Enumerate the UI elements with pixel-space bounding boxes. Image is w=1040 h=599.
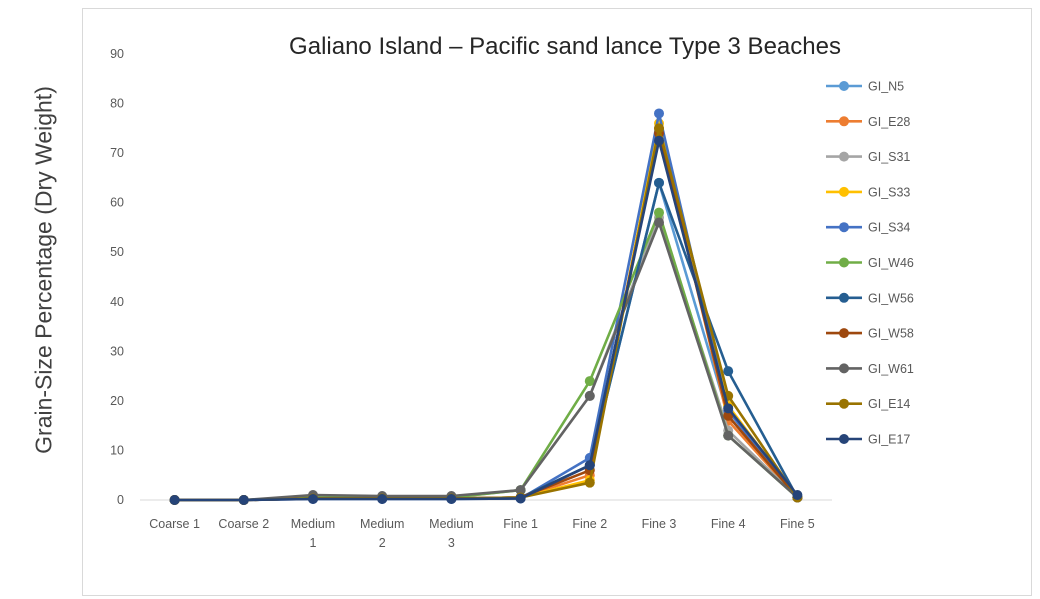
legend-marker [839, 81, 849, 91]
data-point [377, 494, 388, 505]
data-point [654, 217, 664, 228]
x-tick-label: Fine 4 [711, 517, 746, 531]
legend-marker [839, 292, 849, 303]
y-tick-label: 70 [110, 146, 124, 160]
legend-item[interactable]: GI_E17 [826, 433, 910, 447]
x-tick-label: Fine 1 [503, 517, 538, 531]
legend-item[interactable]: GI_N5 [826, 80, 904, 94]
y-tick-label: 40 [110, 295, 124, 309]
legend[interactable]: GI_N5 GI_E28 GI_S31 GI_S33 GI_S34 GI_W46 GI_W5… [826, 80, 914, 447]
data-point [308, 494, 318, 505]
data-point [723, 430, 734, 441]
x-tick-label: Fine 3 [642, 517, 677, 531]
legend-label: GI_S31 [868, 150, 910, 164]
y-tick-label: 0 [117, 493, 124, 507]
x-axis-ticks: Coarse 1 Coarse 2 Medium 1 Medium 2 Medium 3 Fin… [149, 517, 815, 550]
data-point [654, 177, 664, 188]
legend-label: GI_W58 [868, 327, 914, 341]
data-point [446, 494, 457, 505]
series-GI_W61 [169, 217, 803, 505]
series-GI_S34 [169, 108, 803, 505]
legend-marker [839, 434, 849, 444]
data-point [654, 207, 664, 218]
y-tick-label: 10 [110, 443, 124, 457]
series-line [174, 181, 799, 502]
legend-label: GI_S34 [868, 221, 910, 235]
legend-label: GI_E28 [868, 115, 910, 129]
legend-item[interactable]: GI_W56 [826, 291, 914, 305]
y-tick-label: 50 [110, 245, 124, 259]
y-tick-label: 90 [110, 47, 124, 61]
data-point [654, 135, 664, 146]
legend-marker [839, 116, 849, 127]
legend-item[interactable]: GI_E28 [826, 115, 910, 129]
legend-label: GI_W46 [868, 256, 914, 270]
legend-item[interactable]: GI_S34 [826, 221, 910, 235]
series-GI_W46 [169, 207, 803, 505]
series-lines [169, 108, 803, 505]
legend-item[interactable]: GI_W46 [826, 256, 914, 270]
series-GI_N5 [169, 177, 803, 505]
data-point [584, 477, 595, 488]
legend-marker [839, 363, 849, 374]
x-tick-label: Fine 5 [780, 517, 815, 531]
x-tick-label: Medium 1 [291, 517, 335, 550]
data-point [515, 485, 526, 496]
y-tick-label: 20 [110, 394, 124, 408]
legend-label: GI_N5 [868, 80, 904, 94]
data-point [515, 493, 526, 504]
legend-item[interactable]: GI_E14 [826, 397, 910, 411]
series-GI_S31 [169, 212, 803, 505]
series-GI_E17 [169, 135, 803, 505]
series-GI_W56 [169, 177, 803, 505]
legend-item[interactable]: GI_W58 [826, 327, 914, 341]
y-tick-label: 60 [110, 196, 124, 210]
series-line [174, 211, 799, 502]
legend-item[interactable]: GI_S33 [826, 185, 910, 199]
legend-label: GI_E14 [868, 397, 910, 411]
legend-marker [839, 257, 849, 268]
data-point [654, 123, 664, 134]
legend-label: GI_E17 [868, 433, 910, 447]
series-line [174, 139, 799, 502]
data-point [169, 495, 180, 505]
y-axis-ticks: 0 10 20 30 40 50 60 70 80 90 [110, 47, 124, 507]
data-point [584, 390, 595, 401]
legend-label: GI_S33 [868, 185, 910, 199]
series-GI_E14 [169, 123, 803, 505]
data-point [792, 490, 803, 501]
x-tick-label: Coarse 1 [149, 517, 200, 531]
data-point [584, 376, 595, 387]
data-point [238, 495, 249, 505]
legend-label: GI_W61 [868, 362, 914, 376]
y-tick-label: 30 [110, 344, 124, 358]
legend-label: GI_W56 [868, 291, 914, 305]
legend-item[interactable]: GI_S31 [826, 150, 910, 164]
x-tick-label: Coarse 2 [218, 517, 269, 531]
legend-marker [839, 151, 849, 162]
y-tick-label: 80 [110, 97, 124, 111]
chart-title: Galiano Island – Pacific sand lance Type… [289, 33, 841, 60]
x-tick-label: Medium 2 [360, 517, 404, 550]
data-point [723, 403, 734, 414]
legend-marker [839, 398, 849, 409]
legend-item[interactable]: GI_W61 [826, 362, 914, 376]
legend-marker [839, 328, 849, 339]
data-point [584, 460, 595, 471]
series-line [174, 181, 799, 502]
legend-marker [839, 186, 849, 197]
data-point [723, 366, 734, 377]
legend-marker [839, 222, 849, 233]
data-point [654, 108, 664, 119]
x-tick-label: Medium 3 [429, 517, 473, 550]
x-tick-label: Fine 2 [572, 517, 607, 531]
series-line [174, 221, 799, 502]
